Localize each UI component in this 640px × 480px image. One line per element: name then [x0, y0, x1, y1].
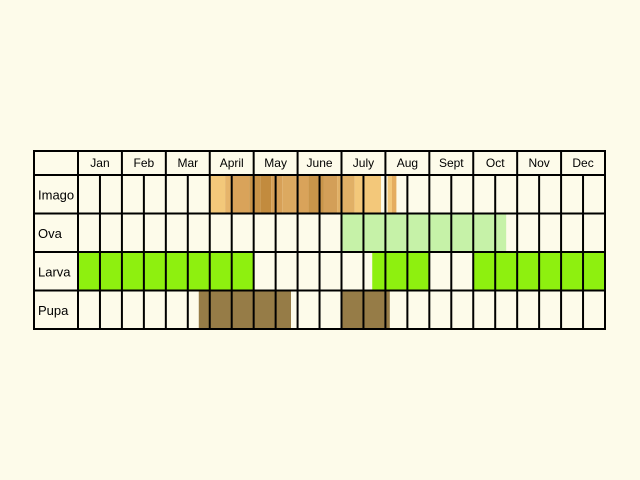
imago-segment — [392, 175, 397, 214]
pupa-segment — [341, 290, 390, 329]
month-label: Nov — [528, 156, 549, 170]
row-labels: Imago Ova Larva Pupa — [38, 187, 74, 318]
month-label: Aug — [397, 156, 418, 170]
month-label: Dec — [572, 156, 593, 170]
imago-segment — [249, 175, 261, 214]
month-label: June — [307, 156, 333, 170]
row-label-ova: Ova — [38, 226, 63, 241]
grid-lines — [33, 150, 606, 330]
month-label: Oct — [486, 156, 505, 170]
month-label: April — [220, 156, 244, 170]
row-label-imago: Imago — [38, 187, 74, 202]
month-label: Mar — [177, 156, 198, 170]
imago-segment — [387, 175, 393, 214]
month-label: Feb — [134, 156, 155, 170]
imago-segment — [282, 175, 296, 214]
imago-segment — [354, 175, 382, 214]
imago-segment — [323, 175, 338, 214]
imago-segment — [231, 175, 250, 214]
month-header: Jan Feb Mar April May June July Aug Sept Oct Nov De… — [90, 156, 593, 170]
ova-segment — [341, 213, 507, 252]
month-label: May — [264, 156, 287, 170]
imago-segment — [308, 175, 324, 214]
imago-segment — [295, 175, 309, 214]
row-label-larva: Larva — [38, 264, 71, 279]
imago-segment — [271, 175, 283, 214]
month-label: Sept — [439, 156, 464, 170]
month-label: Jan — [90, 156, 109, 170]
imago-segment — [337, 175, 355, 214]
larva-segment — [372, 252, 386, 291]
pupa-segment — [198, 290, 291, 329]
imago-segment — [225, 175, 232, 214]
imago-segment — [209, 175, 226, 214]
row-label-pupa: Pupa — [38, 303, 69, 318]
month-label: July — [353, 156, 374, 170]
imago-segment — [260, 175, 272, 214]
